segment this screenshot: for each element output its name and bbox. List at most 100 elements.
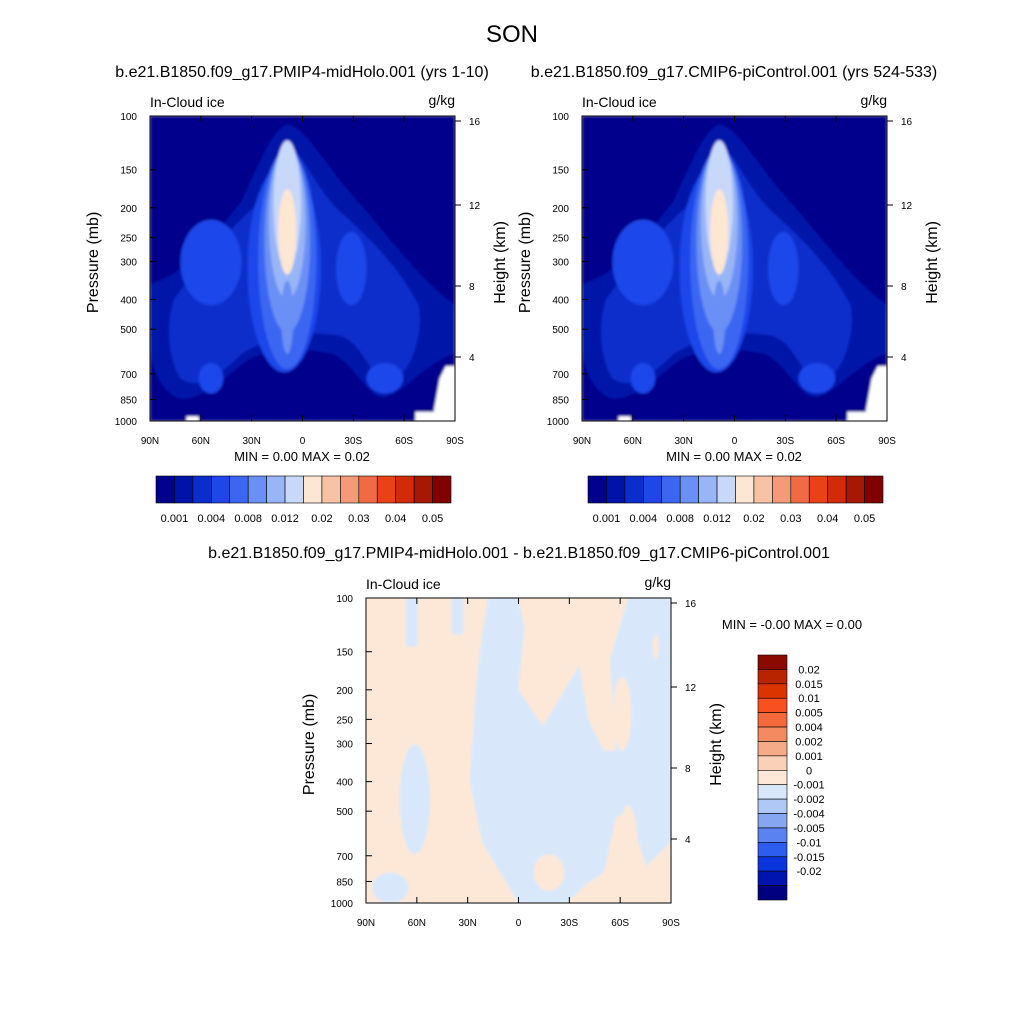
panel-midholo: In-Cloud ice g/kg 90N 60N 30N 0 30S 60S 90S 100 15…	[85, 92, 509, 525]
y-tick-label: 200	[336, 686, 353, 697]
colorbar-swatch	[757, 885, 788, 901]
colorbar-swatch	[757, 712, 788, 728]
contour-positive	[619, 805, 638, 891]
colorbar-swatch	[698, 475, 718, 504]
variable-label: In-Cloud ice	[150, 94, 225, 110]
y-tick-right-label: 8	[469, 282, 475, 293]
contour-field	[582, 116, 887, 421]
y-tick-label: 500	[552, 325, 569, 336]
y-tick-right-label: 8	[901, 282, 907, 293]
y-tick-label: 850	[120, 395, 137, 406]
y-tick-label: 150	[336, 648, 353, 659]
colorbar-label: 0.001	[161, 513, 189, 525]
colorbar-swatch	[587, 475, 607, 504]
x-tick-label: 90S	[662, 918, 680, 929]
y-axis-right-label: Height (km)	[924, 221, 941, 304]
y-tick-label: 400	[120, 296, 137, 307]
y-tick-label: 100	[552, 112, 569, 123]
colorbar: 0.02 0.015 0.01 0.005 0.004 0.002 0.001 0 -0.001…	[757, 654, 825, 901]
colorbar-swatch	[376, 475, 396, 504]
x-tick-label: 90N	[573, 436, 591, 447]
panel-title-difference: b.e21.B1850.f09_g17.PMIP4-midHolo.001 - …	[208, 545, 830, 562]
colorbar-label: 0.008	[666, 513, 694, 525]
units-label: g/kg	[861, 92, 887, 108]
colorbar-label: -0.004	[793, 809, 824, 821]
colorbar-label: -0.001	[793, 780, 824, 792]
x-tick-label: 90N	[357, 918, 375, 929]
colorbar-swatch	[757, 654, 788, 670]
y-tick-right-label: 16	[901, 117, 913, 128]
colorbar-label: -0.002	[793, 794, 824, 806]
contour-negative	[372, 872, 409, 903]
colorbar: 0.001 0.004 0.008 0.012 0.02 0.03 0.04 0.05	[587, 475, 884, 525]
colorbar-label: -0.015	[793, 852, 824, 864]
y-axis-label: Pressure (mb)	[301, 694, 318, 795]
y-tick-label: 150	[120, 166, 137, 177]
plot-panels: In-Cloud ice g/kg 90N 60N 30N 0 30S 60S 90S 100 15…	[85, 92, 941, 929]
colorbar-label: 0.02	[743, 513, 764, 525]
missing-data	[415, 366, 455, 421]
contour-negative	[451, 598, 464, 635]
contour-level	[713, 280, 726, 354]
y-tick-label: 300	[336, 740, 353, 751]
missing-data	[186, 416, 199, 421]
colorbar-label: 0.012	[271, 513, 299, 525]
y-tick-label: 1000	[331, 899, 354, 910]
colorbar-label: -0.02	[796, 866, 821, 878]
y-tick-right-label: 12	[685, 683, 697, 694]
x-tick-label: 60S	[827, 436, 845, 447]
contour-negative	[469, 598, 671, 903]
y-tick-label: 300	[120, 258, 137, 269]
y-tick-right-label: 4	[901, 353, 907, 364]
colorbar-label: 0.05	[422, 513, 443, 525]
y-tick-right-label: 12	[901, 201, 913, 212]
colorbar-swatch	[413, 475, 433, 504]
y-tick-label: 400	[552, 296, 569, 307]
y-tick-label: 100	[336, 594, 353, 605]
colorbar-label: 0.004	[630, 513, 658, 525]
colorbar-swatch	[155, 475, 175, 504]
colorbar-swatch	[757, 669, 788, 685]
contour-level	[180, 219, 242, 306]
colorbar-swatch	[266, 475, 286, 504]
contour-field	[366, 598, 671, 903]
colorbar-label: -0.005	[793, 823, 824, 835]
contour-level	[336, 231, 367, 306]
x-tick-label: 60S	[395, 436, 413, 447]
colorbar-label: 0.004	[198, 513, 226, 525]
x-tick-label: 0	[300, 436, 306, 447]
panel-title-picontrol: b.e21.B1850.f09_g17.CMIP6-piControl.001 …	[531, 64, 937, 81]
units-label: g/kg	[429, 92, 455, 108]
y-tick-label: 700	[552, 370, 569, 381]
y-tick-label: 300	[552, 258, 569, 269]
colorbar-label: 0.02	[311, 513, 332, 525]
colorbar-swatch	[757, 798, 788, 814]
colorbar-swatch	[661, 475, 681, 504]
contour-shapes	[150, 116, 455, 421]
missing-data	[618, 416, 631, 421]
colorbar-label: 0.001	[593, 513, 621, 525]
colorbar-swatch	[174, 475, 194, 504]
colorbar-swatch	[358, 475, 378, 504]
y-tick-label: 150	[552, 166, 569, 177]
colorbar-swatch	[284, 475, 304, 504]
colorbar-swatch	[757, 813, 788, 829]
y-axis-label: Pressure (mb)	[517, 212, 534, 313]
colorbar-swatch	[211, 475, 231, 504]
colorbar-swatch	[643, 475, 663, 504]
colorbar-swatch	[757, 870, 788, 886]
units-label: g/kg	[645, 574, 671, 590]
colorbar-swatch	[845, 475, 865, 504]
x-tick-label: 30S	[560, 918, 578, 929]
variable-label: In-Cloud ice	[582, 94, 657, 110]
x-tick-label: 90N	[141, 436, 159, 447]
y-tick-label: 200	[120, 204, 137, 215]
contour-level	[630, 363, 656, 394]
contour-negative	[399, 744, 431, 855]
y-tick-label: 1000	[547, 417, 570, 428]
min-max-stats: MIN = -0.00 MAX = 0.00	[722, 617, 862, 632]
y-tick-label: 700	[120, 370, 137, 381]
contour-level	[281, 280, 294, 354]
colorbar-swatch	[303, 475, 323, 504]
colorbar-swatch	[757, 755, 788, 771]
